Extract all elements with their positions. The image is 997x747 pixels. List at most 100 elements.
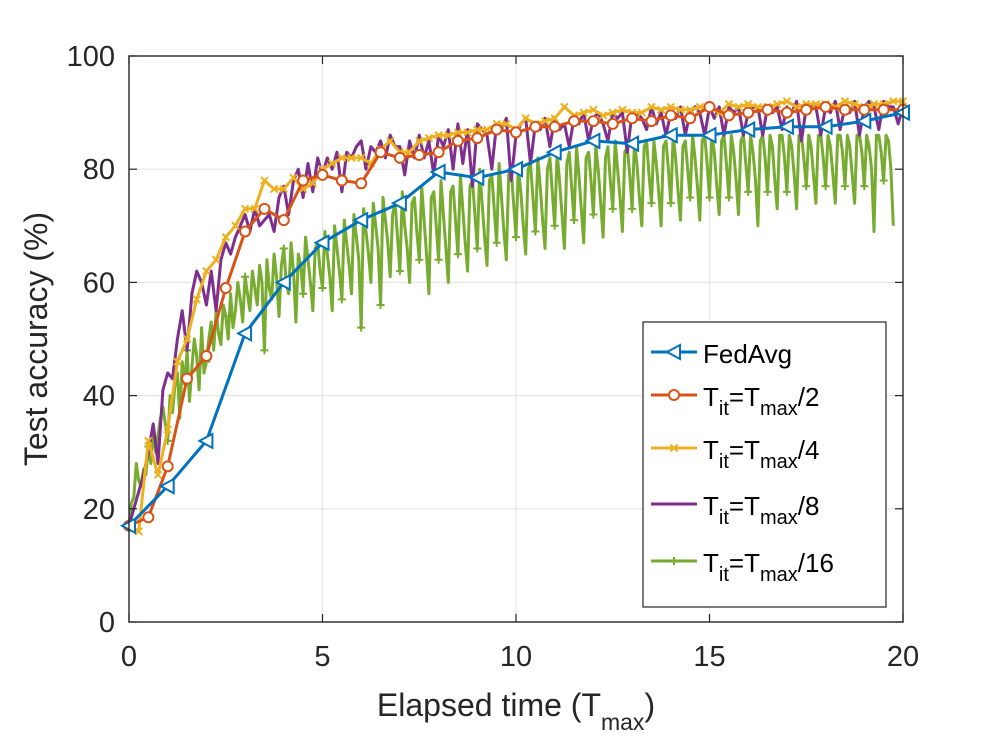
data-point	[661, 126, 678, 144]
data-point	[879, 176, 888, 185]
x-axis-title-sub: max	[601, 709, 645, 735]
data-point	[637, 108, 646, 117]
data-point	[297, 174, 310, 187]
data-point	[356, 153, 366, 163]
tick-labels: 0 5 10 15 20 0 20 40 60 80 100	[67, 41, 920, 673]
data-point	[666, 102, 676, 112]
data-point	[587, 115, 600, 128]
x-tick-label: 5	[314, 641, 330, 673]
data-point	[221, 312, 230, 321]
data-point	[739, 120, 756, 139]
legend-tmax2-t: T	[703, 382, 719, 412]
data-point	[645, 115, 658, 128]
x-tick-label: 15	[693, 641, 725, 673]
data-point	[722, 109, 735, 122]
data-point	[161, 460, 174, 473]
data-point	[142, 511, 155, 524]
data-point	[374, 146, 387, 159]
data-point	[819, 100, 832, 113]
series-0	[119, 103, 910, 535]
legend-tmax4-div: /4	[798, 435, 820, 465]
data-point	[568, 115, 581, 128]
data-point	[413, 149, 426, 162]
data-point	[744, 187, 753, 196]
data-point	[181, 372, 194, 385]
x-axis-title-close: )	[644, 687, 655, 723]
data-point	[390, 194, 407, 212]
data-point	[724, 193, 733, 202]
y-tick-label: 0	[99, 607, 115, 639]
data-point	[202, 266, 211, 276]
legend-swatch-marker-2	[669, 443, 679, 453]
data-point	[608, 108, 617, 117]
data-point	[618, 105, 627, 114]
data-point	[838, 103, 851, 116]
legend-label-tmax2: Tit=Tmax/2	[703, 382, 819, 420]
data-point	[664, 109, 677, 122]
data-point	[540, 116, 550, 126]
legend-tmax4-it: it	[719, 451, 729, 473]
data-point	[260, 346, 269, 355]
data-point	[782, 97, 792, 106]
data-point	[313, 234, 330, 252]
data-point	[512, 233, 520, 242]
data-point	[144, 436, 153, 446]
data-point	[700, 126, 717, 144]
data-point	[570, 216, 579, 225]
data-point	[510, 126, 522, 139]
data-point	[589, 210, 598, 219]
legend-tmax8-eqt: =T	[729, 491, 760, 521]
data-point	[337, 153, 347, 163]
data-point	[647, 199, 656, 208]
data-point	[773, 99, 782, 109]
data-point	[424, 133, 434, 143]
data-point	[598, 111, 608, 120]
legend-tmax2-div: /2	[798, 382, 820, 412]
data-point	[473, 244, 482, 253]
data-point	[889, 97, 898, 106]
legend-tmax16-it: it	[719, 564, 729, 586]
data-point	[550, 221, 559, 230]
data-point	[742, 106, 755, 119]
data-point	[337, 295, 346, 304]
legend-tmax2-max: max	[760, 398, 798, 420]
data-point	[606, 117, 619, 130]
legend-tmax2-eqt: =T	[729, 382, 760, 412]
data-point	[560, 102, 569, 112]
data-point	[703, 100, 716, 113]
data-point	[200, 349, 213, 362]
data-point	[260, 176, 269, 185]
legend-tmax4-eqt: =T	[729, 435, 760, 465]
data-point	[250, 204, 259, 214]
legend-label-tmax16: Tit=Tmax/16	[703, 548, 834, 586]
data-point	[451, 134, 464, 147]
data-point	[840, 97, 850, 106]
data-point	[763, 187, 772, 196]
data-point	[855, 112, 872, 130]
data-point	[584, 132, 601, 150]
data-point	[816, 118, 833, 136]
legend-tmax8-div: /8	[798, 491, 820, 521]
data-point	[821, 182, 830, 191]
axis-ticks	[128, 55, 904, 623]
data-point	[753, 102, 763, 112]
legend-tmax16-eqt: =T	[729, 548, 760, 578]
data-point	[792, 102, 801, 112]
data-point	[239, 225, 252, 238]
data-point	[471, 132, 484, 145]
data-point	[192, 295, 201, 304]
data-point	[521, 114, 530, 123]
data-point	[695, 102, 705, 112]
data-point	[405, 148, 414, 157]
legend-tmax8-it: it	[719, 507, 729, 529]
data-point	[780, 106, 793, 119]
legend-tmax4-max: max	[760, 451, 798, 473]
data-point	[158, 477, 175, 495]
data-point	[453, 128, 463, 137]
legend-label-fedavg: FedAvg	[703, 339, 792, 369]
data-point	[684, 112, 697, 125]
data-point	[153, 470, 163, 480]
data-point	[432, 146, 445, 159]
data-point	[327, 159, 337, 168]
data-point	[173, 357, 182, 366]
